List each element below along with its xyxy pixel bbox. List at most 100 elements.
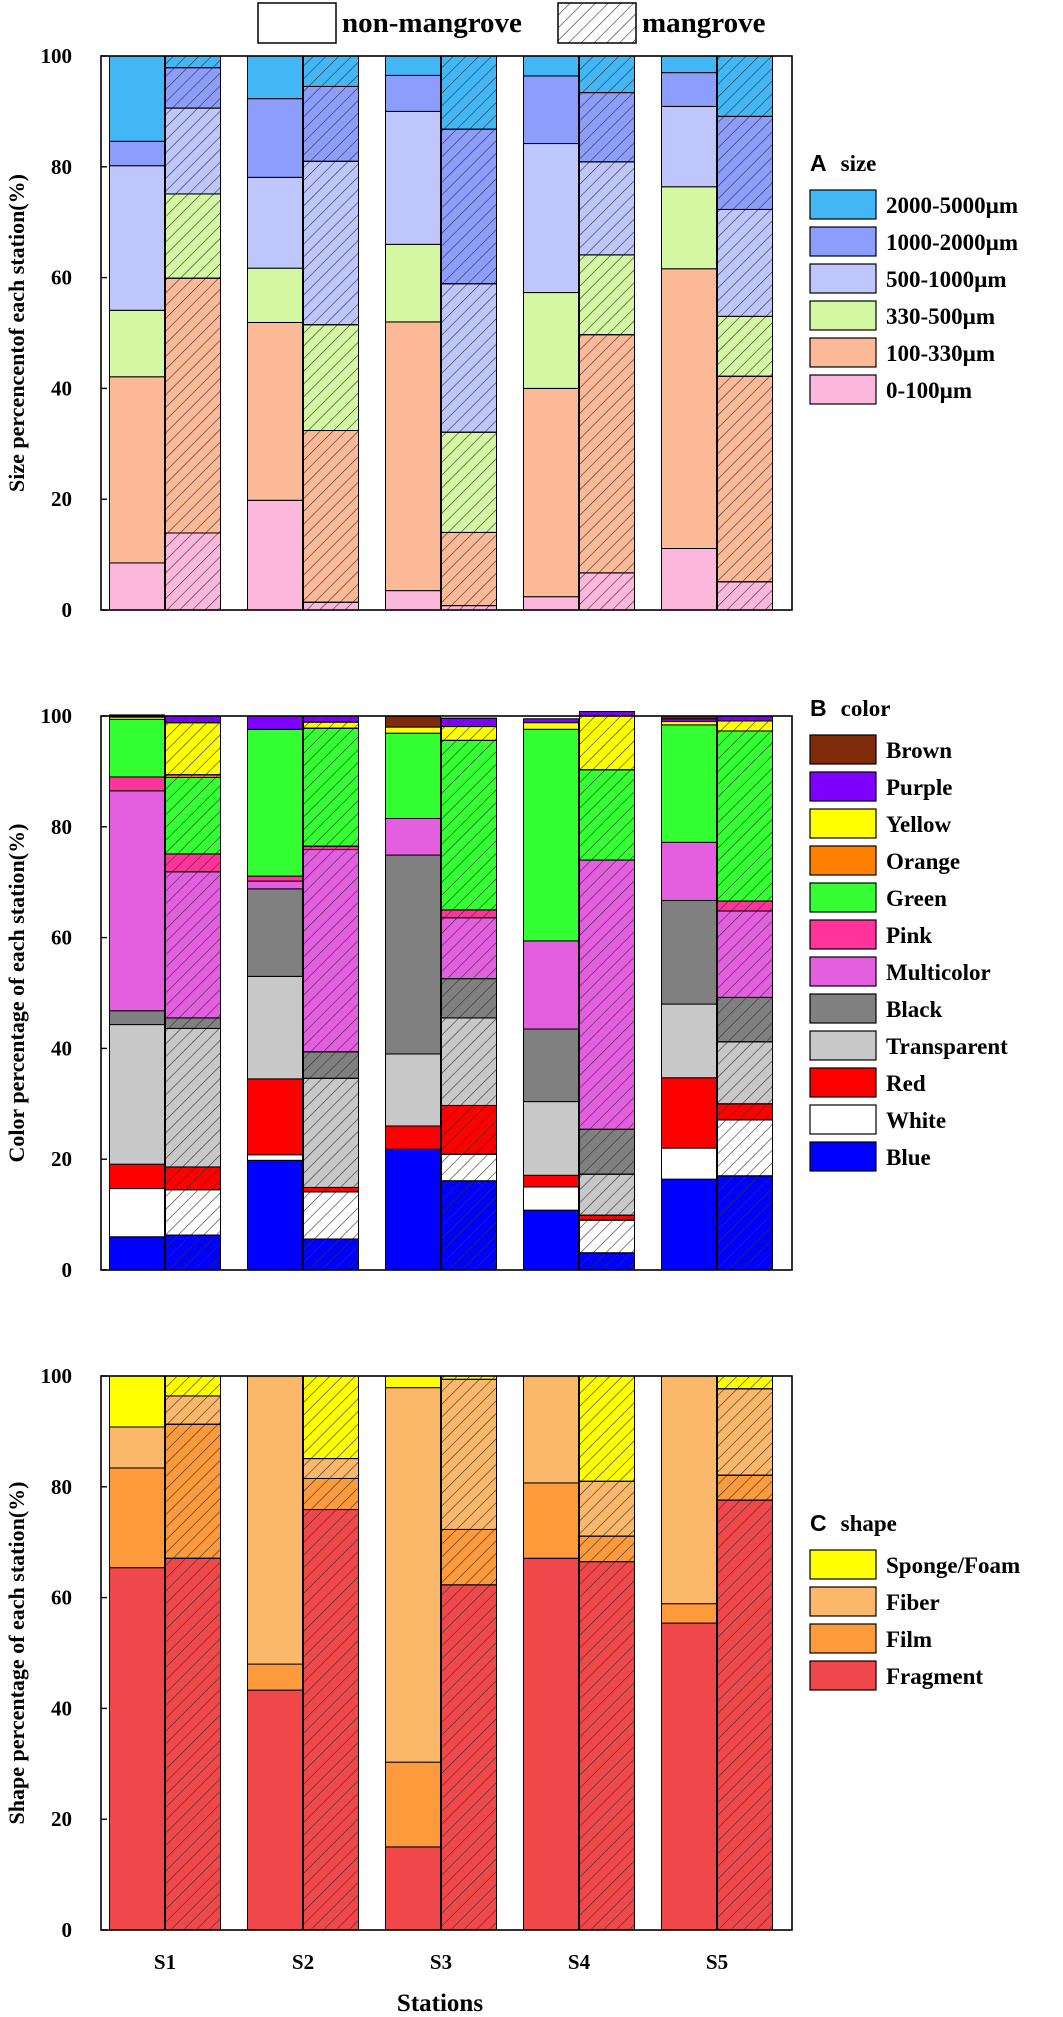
bar-s2-non-mangrove-fiber <box>247 1375 303 1665</box>
bar-s3-non-mangrove-1000-2000-m <box>385 74 441 112</box>
bar-s2-non-mangrove-330-500-m <box>247 267 303 323</box>
bar-s4-mangrove-blue-hatch <box>579 1252 635 1271</box>
bar-s3-non-mangrove-sponge-foam <box>385 1375 441 1389</box>
bar-s1-non-mangrove-transparent <box>109 1024 165 1165</box>
bar-s5-non-mangrove-red <box>661 1077 717 1149</box>
bar-s3-mangrove-purple-hatch <box>441 717 497 728</box>
plot-frame <box>100 1375 793 1931</box>
bar-s3-non-mangrove-brown <box>385 715 441 728</box>
bar-s1-non-mangrove-multicolor <box>109 790 165 1012</box>
bar-s3-mangrove-fragment-hatch <box>441 1584 497 1931</box>
bar-s4-non-mangrove-green <box>523 728 579 942</box>
legend-label: Fragment <box>886 1664 983 1689</box>
bar-s2-mangrove-transparent-hatch <box>303 1077 359 1188</box>
bar-s4-non-mangrove-black <box>523 1028 579 1103</box>
legend-swatch-film <box>809 1623 877 1654</box>
bar-s4-mangrove-purple-hatch <box>579 711 635 716</box>
bar-s2-mangrove-0-100-m-hatch <box>303 601 359 611</box>
legend-label: Blue <box>886 1145 931 1170</box>
bar-s4-non-mangrove-film <box>523 1482 579 1559</box>
bar-s4-mangrove-black-hatch <box>579 1128 635 1175</box>
bar-s1-mangrove-red-hatch <box>165 1166 221 1191</box>
legend-label: Purple <box>886 775 952 800</box>
bar-s3-mangrove-multicolor-hatch <box>441 917 497 980</box>
legend-swatch-orange <box>809 845 877 876</box>
bar-s5-non-mangrove-fiber <box>661 1375 717 1605</box>
bar-s2-non-mangrove-multicolor <box>247 880 303 890</box>
y-tick-label: 40 <box>51 376 72 400</box>
legend-swatch-green <box>809 882 877 913</box>
bar-s3-non-mangrove-transparent <box>385 1053 441 1127</box>
bar-s5-mangrove-1000-2000-m-hatch <box>717 115 773 210</box>
bar-s4-mangrove-transparent-hatch <box>579 1173 635 1216</box>
bar-s2-mangrove-100-330-m-hatch <box>303 430 359 603</box>
bar-s3-mangrove-1000-2000-m-hatch <box>441 128 497 285</box>
panel-shape: 0 20 40 60 80 100 Shape percentage of each sta… <box>4 1364 1020 1974</box>
legend-swatch-pink <box>809 919 877 950</box>
bar-s4-non-mangrove-500-1000-m <box>523 143 579 294</box>
bar-s1-non-mangrove-2000-5000-m <box>109 55 165 142</box>
bar-s3-mangrove-green-hatch <box>441 739 497 911</box>
bar-s1-non-mangrove-green <box>109 718 165 778</box>
legend-label: 2000-5000µm <box>886 193 1018 218</box>
bar-s3-mangrove-2000-5000-m-hatch <box>441 55 497 130</box>
legend-label: Fiber <box>886 1590 940 1615</box>
bar-s5-mangrove-500-1000-m-hatch <box>717 208 773 317</box>
legend-label: 1000-2000µm <box>886 230 1018 255</box>
mangrove-swatch <box>557 2 637 44</box>
bar-s2-mangrove-white-hatch <box>303 1191 359 1240</box>
legend-swatch-brown <box>809 734 877 765</box>
bar-s5-mangrove-blue-hatch <box>717 1175 773 1271</box>
bar-s4-mangrove-sponge-foam-hatch <box>579 1375 635 1482</box>
bar-s1-mangrove-yellow-hatch <box>165 722 221 776</box>
legend-label: 100-330µm <box>886 341 995 366</box>
bar-s2-non-mangrove-black <box>247 888 303 977</box>
bar-s1-mangrove-500-1000-m-hatch <box>165 107 221 195</box>
legend-label: 330-500µm <box>886 304 995 329</box>
bar-s4-non-mangrove-transparent <box>523 1101 579 1176</box>
bar-s1-mangrove-fiber-hatch <box>165 1395 221 1425</box>
bar-s1-mangrove-2000-5000-m-hatch <box>165 55 221 69</box>
bar-s2-mangrove-1000-2000-m-hatch <box>303 85 359 162</box>
bar-s2-non-mangrove-1000-2000-m <box>247 98 303 178</box>
bar-s5-non-mangrove-500-1000-m <box>661 105 717 188</box>
legend-label: Transparent <box>886 1034 1008 1059</box>
bar-s3-non-mangrove-330-500-m <box>385 243 441 323</box>
bar-s3-mangrove-500-1000-m-hatch <box>441 283 497 433</box>
bar-s3-non-mangrove-red <box>385 1125 441 1150</box>
y-tick-label: 60 <box>51 266 72 290</box>
bar-s1-non-mangrove-black <box>109 1010 165 1026</box>
bar-s2-mangrove-multicolor-hatch <box>303 849 359 1053</box>
bar-s2-non-mangrove-green <box>247 728 303 877</box>
bar-s3-mangrove-yellow-hatch <box>441 726 497 741</box>
y-tick-label: 60 <box>51 1586 72 1610</box>
bar-s2-non-mangrove-2000-5000-m <box>247 55 303 100</box>
y-tick-label: 100 <box>41 1364 73 1388</box>
bar-s5-mangrove-2000-5000-m-hatch <box>717 55 773 117</box>
bar-s5-non-mangrove-blue <box>661 1178 717 1271</box>
bar-s1-non-mangrove-fiber <box>109 1426 165 1469</box>
bar-s3-mangrove-white-hatch <box>441 1153 497 1182</box>
legend-swatch-red <box>809 1067 877 1098</box>
bar-s5-mangrove-330-500-m-hatch <box>717 315 773 377</box>
bar-s5-mangrove-pink-hatch <box>717 900 773 912</box>
bar-s1-non-mangrove-330-500-m <box>109 309 165 378</box>
legend-swatch-500-1000-m <box>809 263 877 294</box>
bar-s5-non-mangrove-1000-2000-m <box>661 72 717 107</box>
bar-s5-mangrove-black-hatch <box>717 996 773 1043</box>
legend-label: White <box>886 1108 946 1133</box>
bar-s1-non-mangrove-1000-2000-m <box>109 140 165 167</box>
bar-s2-mangrove-2000-5000-m-hatch <box>303 55 359 87</box>
bar-s5-non-mangrove-black <box>661 899 717 1005</box>
x-tick-label: S5 <box>706 1950 728 1974</box>
bar-s2-non-mangrove-red <box>247 1078 303 1156</box>
legend-swatch-transparent <box>809 1030 877 1061</box>
legend-label: Film <box>886 1627 932 1652</box>
bar-s3-non-mangrove-blue <box>385 1148 441 1271</box>
bar-s4-mangrove-330-500-m-hatch <box>579 254 635 336</box>
bar-s2-mangrove-fragment-hatch <box>303 1509 359 1931</box>
legend-label: Yellow <box>886 812 952 837</box>
bar-s4-non-mangrove-white <box>523 1186 579 1211</box>
